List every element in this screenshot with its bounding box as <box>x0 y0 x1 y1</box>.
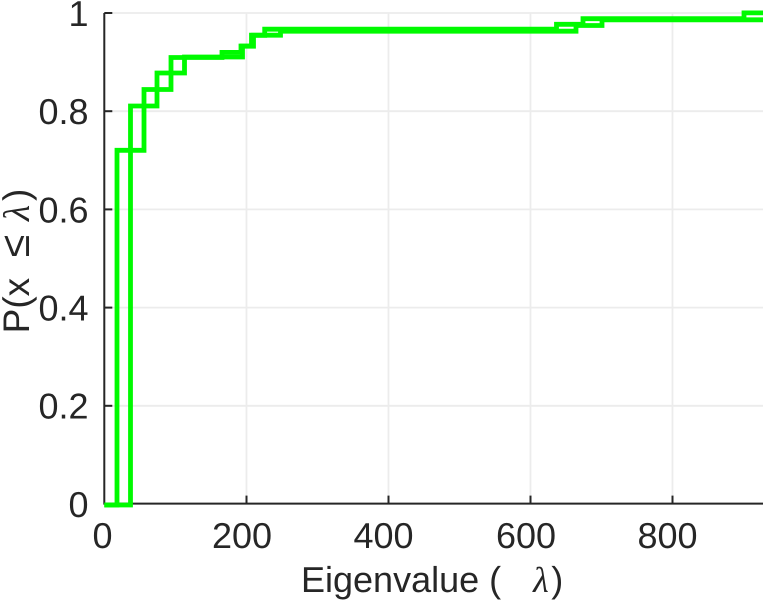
svg-text:0: 0 <box>68 484 88 525</box>
svg-text:Eigenvalue ( λ): Eigenvalue ( λ) <box>301 559 563 600</box>
svg-text:400: 400 <box>353 515 413 556</box>
svg-text:P(x ≤ λ): P(x ≤ λ) <box>0 189 38 334</box>
svg-text:0.6: 0.6 <box>38 189 88 230</box>
svg-text:200: 200 <box>212 515 272 556</box>
svg-text:1: 1 <box>68 0 88 34</box>
svg-text:0.8: 0.8 <box>38 91 88 132</box>
svg-text:600: 600 <box>496 515 556 556</box>
svg-text:0.4: 0.4 <box>38 288 88 329</box>
svg-text:0.2: 0.2 <box>38 386 88 427</box>
svg-text:800: 800 <box>637 515 697 556</box>
svg-text:0: 0 <box>92 515 112 556</box>
